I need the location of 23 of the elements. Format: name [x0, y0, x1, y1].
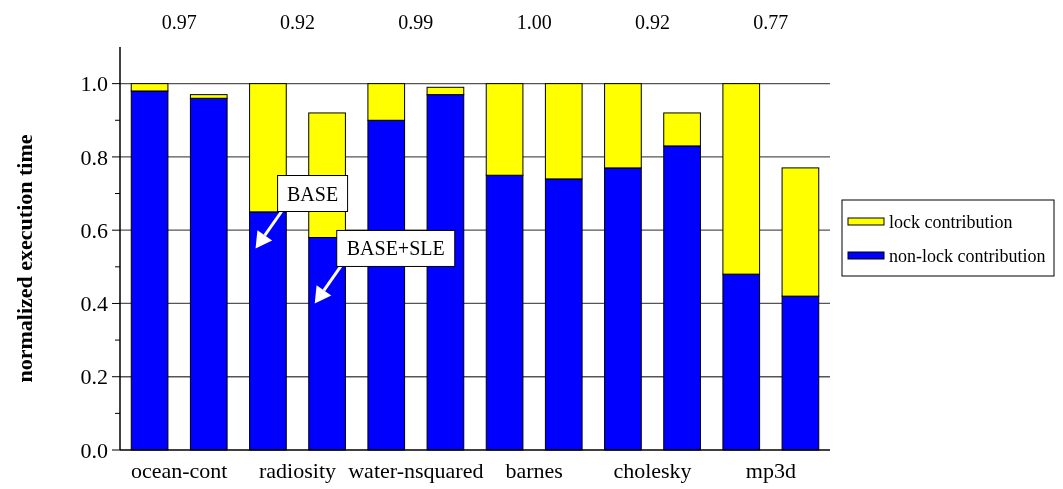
- annotation: BASE+SLE: [346, 237, 445, 260]
- x-tick-label: ocean-cont: [130, 458, 228, 483]
- annotation: BASE: [287, 182, 339, 205]
- y-tick-label: 0.0: [80, 437, 108, 463]
- text: 0.92: [635, 11, 670, 33]
- text: 0.92: [280, 11, 315, 33]
- y-tick-label: 0.2: [80, 364, 108, 390]
- text: 1.00: [516, 11, 552, 33]
- y-tick-label: 0.8: [80, 144, 108, 170]
- y-axis-title: normalized execution time: [12, 134, 37, 383]
- x-tick-label: radiosity: [259, 458, 336, 483]
- x-tick-label: cholesky: [613, 458, 692, 483]
- y-tick-label: 1.0: [80, 71, 108, 97]
- text: 0.97: [161, 11, 197, 33]
- y-tick-label: 0.4: [80, 291, 108, 317]
- y-tick-label: 0.6: [80, 217, 108, 243]
- text: 0.99: [398, 11, 434, 33]
- x-tick-label: barnes: [505, 458, 563, 483]
- text: 0.77: [753, 11, 789, 33]
- x-tick-label: water-nsquared: [348, 458, 484, 483]
- legend-label: non-lock contribution: [889, 246, 1046, 267]
- x-tick-label: mp3d: [745, 458, 796, 483]
- legend-label: lock contribution: [889, 212, 1013, 233]
